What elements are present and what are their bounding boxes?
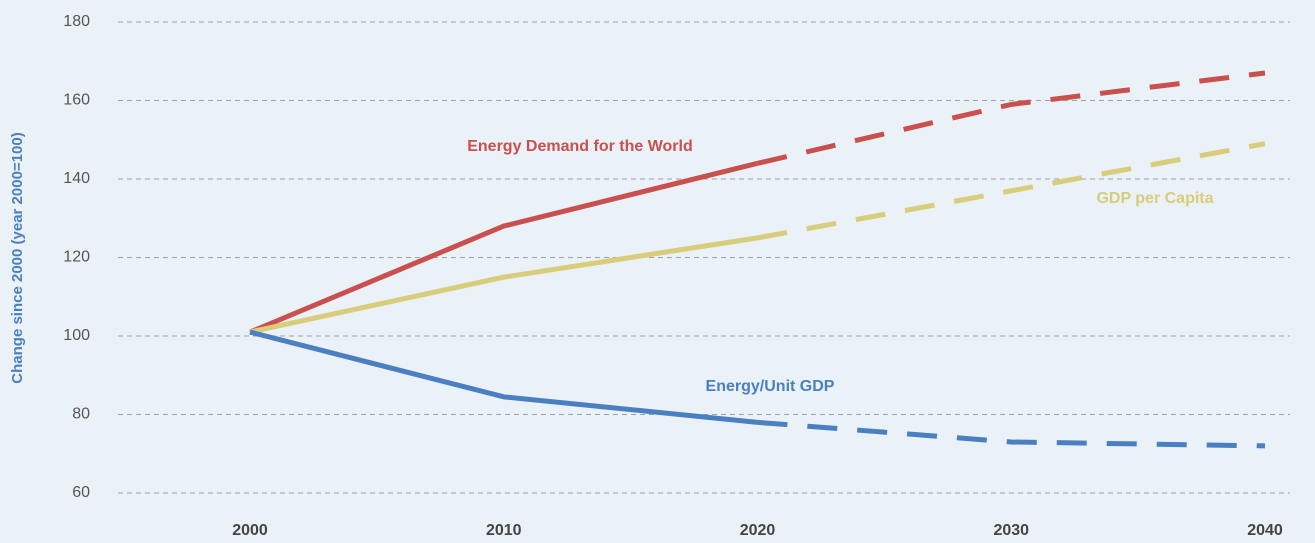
y-tick-label: 100	[63, 327, 90, 344]
series-label: GDP per Capita	[1096, 190, 1213, 207]
line-projection	[757, 141, 1266, 241]
y-tick-label: 140	[63, 170, 90, 187]
y-tick-label: 80	[72, 406, 90, 423]
y-tick-label: 160	[63, 92, 90, 109]
line-actual	[249, 160, 759, 335]
x-tick-label: 2040	[1247, 522, 1283, 539]
series-label: Energy Demand for the World	[467, 138, 693, 155]
line-actual	[249, 235, 758, 335]
series-label: Energy/Unit GDP	[706, 378, 835, 395]
line-projection	[756, 70, 1266, 166]
x-tick-label: 2010	[486, 522, 522, 539]
x-tick-label: 2020	[740, 522, 776, 539]
y-axis-title: Change since 2000 (year 2000=100)	[9, 132, 26, 383]
y-tick-label: 60	[72, 484, 90, 501]
x-tick-label: 2000	[232, 522, 268, 539]
line-actual	[249, 329, 758, 425]
y-tick-label: 120	[63, 249, 90, 266]
y-tick-label: 180	[63, 13, 90, 30]
x-tick-label: 2030	[993, 522, 1029, 539]
line-projection	[757, 419, 1266, 449]
